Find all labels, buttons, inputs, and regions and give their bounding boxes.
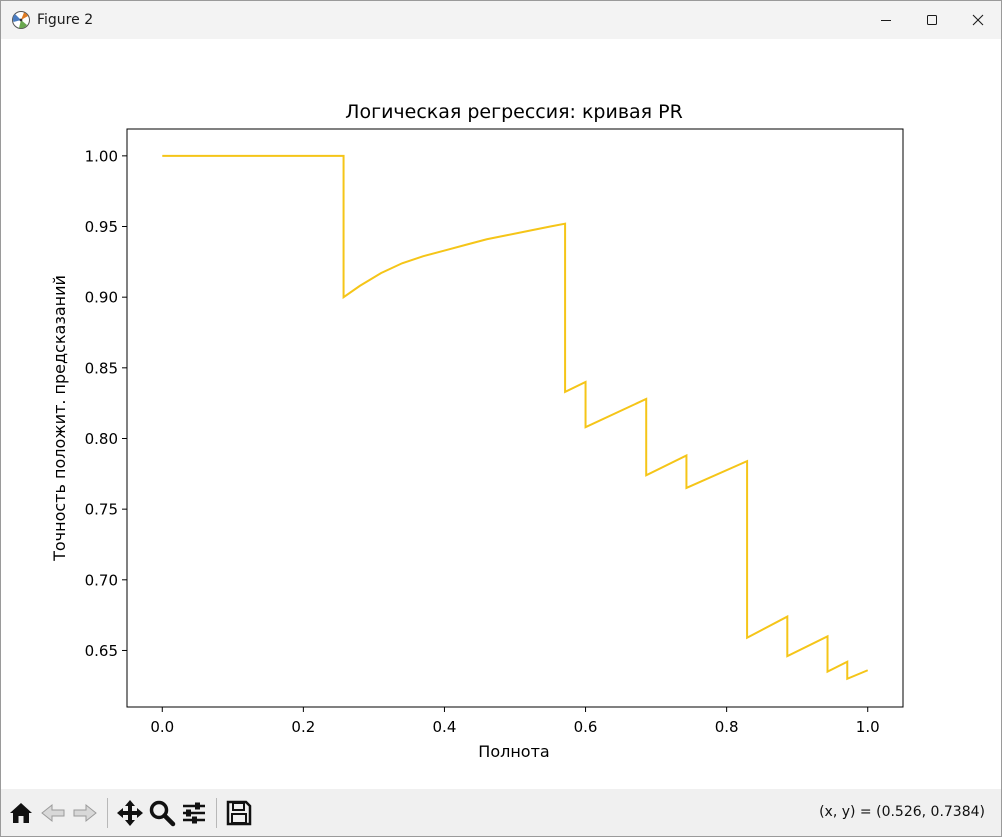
x-tick-label: 1.0 [856,718,880,736]
figure-canvas[interactable]: Логическая регрессия: кривая PR 0.65 0.70… [1,39,1001,789]
close-icon [972,14,984,26]
x-tick-label: 0.6 [574,718,598,736]
save-floppy-icon [226,800,252,825]
minimize-button[interactable] [863,1,909,39]
y-axis-ticks: 0.65 0.70 0.75 0.80 0.85 0.90 0.95 1.00 [85,147,127,660]
navigation-toolbar: (x, y) = (0.526, 0.7384) [1,789,1001,836]
x-axis-label: Полнота [478,742,549,761]
window-controls [863,1,1001,39]
y-axis-label: Точность положит. предсказаний [50,275,69,562]
home-button[interactable] [5,797,37,829]
plot-area-frame [126,128,904,708]
forward-arrow-icon [73,803,97,822]
x-tick-label: 0.2 [291,718,315,736]
zoom-button[interactable] [146,797,178,829]
forward-button[interactable] [69,797,101,829]
close-button[interactable] [955,1,1001,39]
y-tick-label: 0.75 [85,501,118,519]
pan-move-icon [117,799,143,826]
y-tick-label: 0.65 [85,642,118,660]
x-tick-label: 0.4 [433,718,457,736]
y-tick-label: 1.00 [85,147,118,165]
window-title: Figure 2 [37,12,94,28]
y-tick-label: 0.95 [85,218,118,236]
zoom-magnifier-icon [149,800,176,826]
title-bar[interactable]: Figure 2 [1,1,1001,39]
pr-curve-line [162,154,869,681]
save-button[interactable] [223,797,255,829]
pan-button[interactable] [114,797,146,829]
home-icon [10,802,32,823]
cursor-coordinates-readout: (x, y) = (0.526, 0.7384) [819,804,985,820]
back-button[interactable] [37,797,69,829]
back-arrow-icon [41,803,65,822]
chart-title: Логическая регрессия: кривая PR [345,101,683,123]
y-tick-label: 0.70 [85,571,118,589]
matplotlib-figure-icon [12,11,30,29]
configure-subplots-button[interactable] [178,797,210,829]
pr-curve-chart[interactable]: Логическая регрессия: кривая PR 0.65 0.70… [1,39,1001,789]
y-tick-label: 0.85 [85,359,118,377]
toolbar-separator [216,797,217,828]
maximize-button[interactable] [909,1,955,39]
y-tick-label: 0.90 [85,289,118,307]
maximize-icon [927,15,937,25]
x-tick-label: 0.8 [715,718,739,736]
configure-subplots-icon [183,802,205,823]
x-tick-label: 0.0 [150,718,174,736]
minimize-icon [881,20,891,21]
toolbar-separator [107,797,108,828]
y-tick-label: 0.80 [85,430,118,448]
x-axis-ticks: 0.0 0.2 0.4 0.6 0.8 1.0 [150,707,880,736]
